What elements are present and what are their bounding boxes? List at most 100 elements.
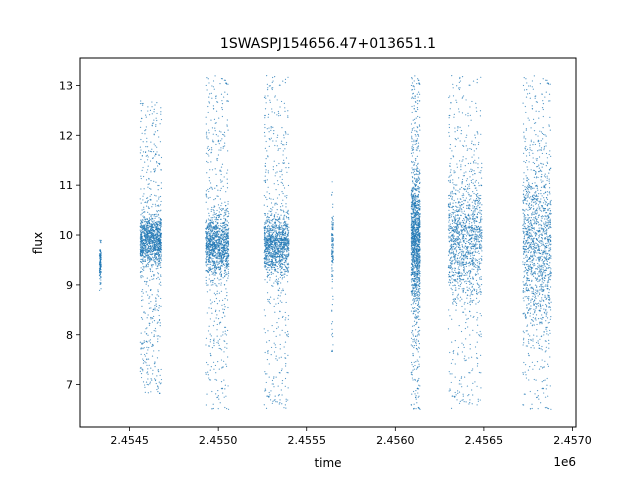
data-point (268, 131, 270, 133)
data-point (275, 172, 277, 174)
data-point (214, 198, 216, 200)
data-point (273, 305, 275, 308)
data-point (284, 231, 287, 233)
data-point (151, 106, 153, 108)
data-point (141, 305, 143, 307)
data-point (155, 268, 157, 270)
data-point (212, 250, 215, 252)
data-point (220, 252, 222, 254)
data-point (274, 204, 276, 206)
data-point (279, 228, 281, 231)
data-point (216, 219, 218, 221)
data-point (267, 186, 269, 188)
data-point (156, 211, 158, 213)
data-point (265, 220, 267, 222)
data-point (274, 228, 276, 230)
data-point (153, 320, 156, 322)
data-point (160, 113, 162, 115)
data-point (146, 146, 149, 148)
data-point (215, 221, 217, 223)
data-point (219, 208, 221, 210)
data-point (146, 230, 148, 232)
data-point (280, 247, 282, 249)
data-point (276, 180, 279, 182)
data-point (274, 235, 277, 238)
data-point (217, 195, 219, 197)
data-point (270, 208, 272, 210)
data-point (206, 259, 208, 261)
data-point (263, 229, 266, 231)
data-point (284, 243, 286, 245)
data-point (148, 227, 150, 229)
data-point (145, 281, 148, 283)
data-point (275, 212, 277, 214)
data-point (275, 346, 277, 349)
data-point (228, 265, 230, 268)
data-point (142, 257, 144, 259)
data-point (263, 309, 265, 311)
data-point (332, 215, 334, 217)
data-point (152, 203, 154, 205)
data-point (273, 232, 275, 234)
data-point (273, 229, 275, 231)
data-point (227, 306, 229, 309)
data-point (158, 381, 160, 383)
data-point (160, 253, 162, 255)
data-point (100, 263, 102, 265)
data-point (209, 255, 211, 257)
data-point (157, 338, 159, 340)
data-point (269, 255, 271, 257)
data-point (220, 241, 222, 243)
data-point (152, 227, 154, 229)
data-point (148, 231, 150, 233)
data-point (273, 225, 275, 227)
data-point (209, 187, 211, 190)
data-point (221, 180, 223, 182)
data-point (160, 248, 163, 250)
data-point (279, 239, 281, 242)
data-point (284, 273, 286, 275)
data-point (159, 247, 161, 250)
data-point (268, 210, 270, 212)
data-point (267, 232, 269, 234)
data-point (228, 272, 230, 275)
data-point (143, 347, 145, 349)
data-point (141, 290, 143, 293)
data-point (279, 106, 281, 108)
data-point (212, 234, 214, 236)
data-point (149, 218, 151, 220)
data-point (147, 232, 149, 234)
data-point (282, 274, 284, 276)
data-point (140, 248, 142, 250)
data-point (221, 243, 223, 245)
data-point (211, 241, 214, 243)
data-point (279, 262, 281, 264)
data-point (152, 246, 155, 248)
data-point (282, 154, 284, 156)
data-point (269, 279, 271, 281)
data-point (285, 301, 287, 304)
data-point (214, 274, 216, 276)
data-point (140, 232, 143, 234)
data-point (227, 83, 229, 85)
data-point (282, 252, 284, 254)
data-point (144, 355, 146, 357)
data-point (219, 261, 221, 263)
data-point (153, 220, 155, 222)
data-point (224, 269, 226, 271)
data-point (281, 278, 283, 280)
data-point (155, 195, 157, 197)
data-point (205, 222, 207, 224)
data-point (146, 242, 148, 244)
data-point (155, 160, 158, 163)
data-point (154, 145, 156, 147)
data-point (142, 141, 144, 143)
data-point (212, 279, 214, 282)
data-point (222, 308, 224, 310)
data-point (159, 245, 161, 247)
data-point (215, 317, 217, 319)
data-point (417, 315, 420, 317)
data-point (331, 244, 333, 247)
data-point (264, 265, 267, 267)
data-point (279, 206, 282, 208)
